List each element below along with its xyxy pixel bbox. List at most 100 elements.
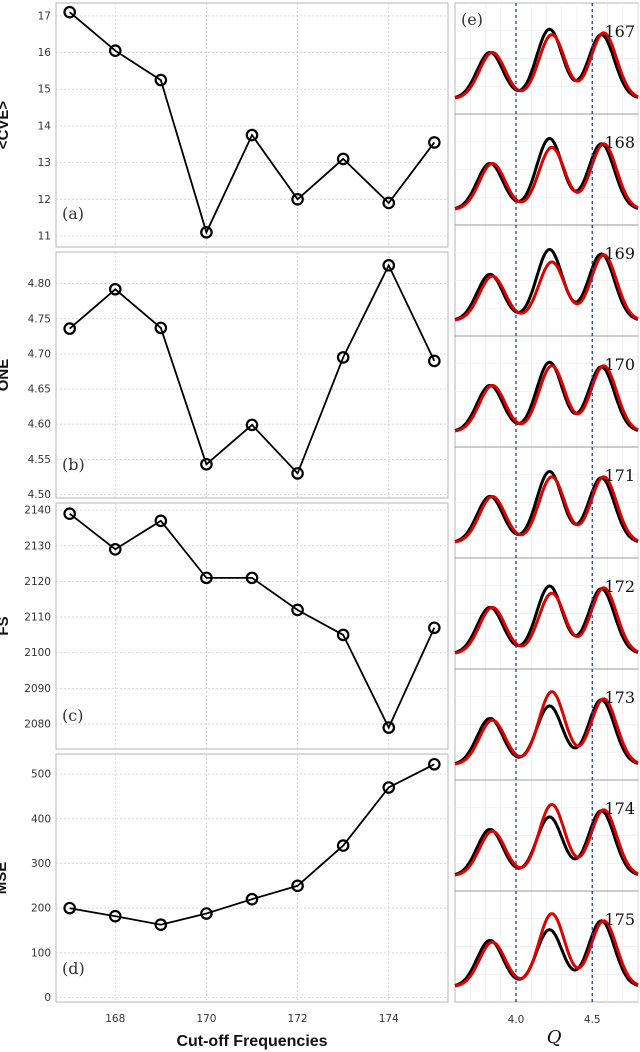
data-point <box>428 757 441 771</box>
y-tick-label: 2110 <box>24 612 51 624</box>
red-curve <box>454 142 639 211</box>
left-panels: 11121314151617<CVE>(a)4.504.554.604.654.… <box>0 2 449 1050</box>
data-point <box>200 907 213 920</box>
data-point <box>291 603 304 617</box>
data-point <box>108 909 122 923</box>
y-tick-label: 12 <box>38 194 51 206</box>
data-point <box>428 354 441 368</box>
black-curve <box>454 136 639 210</box>
y-tick-label: 2130 <box>24 540 51 552</box>
y-tick-label: 400 <box>31 813 51 825</box>
y-tick-label: 2090 <box>24 683 51 695</box>
y-axis-label: <CVE> <box>0 101 12 150</box>
black-curve <box>454 360 639 432</box>
data-point <box>63 322 76 335</box>
red-curve <box>454 803 639 877</box>
series-line <box>69 263 436 476</box>
panel-a: 11 12 13 14 15 16 17 <CVE> (a) <box>0 2 449 248</box>
row-169: 169 <box>454 224 639 322</box>
y-tick-label: 4.50 <box>28 489 51 501</box>
data-point <box>245 128 259 142</box>
y-tick-label: 2080 <box>24 719 51 731</box>
data-point <box>245 571 259 585</box>
y-tick-label: 4.55 <box>28 454 51 466</box>
data-point <box>200 571 213 585</box>
data-point <box>428 621 441 635</box>
data-point <box>200 457 213 471</box>
x-tick-label: 174 <box>379 1013 399 1025</box>
data-point <box>154 918 168 931</box>
data-point <box>336 628 350 642</box>
data-point <box>245 892 259 906</box>
y-tick-label: 2140 <box>24 505 51 517</box>
y-tick-label: 4.80 <box>28 278 51 290</box>
row-170: 170 <box>454 335 639 433</box>
y-tick-label: 500 <box>31 769 51 781</box>
x-tick-label: 172 <box>288 1013 308 1025</box>
row-167: 167 <box>454 22 639 100</box>
panel-frame <box>55 502 449 750</box>
black-curve <box>454 27 639 99</box>
x-tick-label: 170 <box>196 1013 216 1025</box>
data-point <box>154 514 168 528</box>
row-label: 171 <box>604 466 635 485</box>
row-175: 175 <box>454 890 639 988</box>
series-line <box>69 763 435 926</box>
panel-frame <box>55 753 449 1003</box>
y-tick-label: 4.60 <box>28 419 51 431</box>
series-line <box>69 512 436 730</box>
y-tick-label: 0 <box>44 992 51 1004</box>
panel-label: (b) <box>62 455 85 474</box>
y-tick-label: 4.70 <box>28 348 51 360</box>
data-point <box>291 467 304 480</box>
y-tick-label: 100 <box>31 947 51 959</box>
right-panel: 167 168 169 170 171 172 173 174 175 (e) 4.0 4.5 Q <box>454 2 639 1048</box>
x-axis-label: Q <box>547 1027 562 1048</box>
red-curve <box>454 364 639 433</box>
data-point <box>108 44 122 57</box>
data-point <box>154 73 168 87</box>
y-tick-label: 15 <box>38 84 51 96</box>
row-168: 168 <box>454 113 639 211</box>
panel-label: (d) <box>62 959 85 978</box>
black-curve <box>454 247 639 321</box>
row-label: 173 <box>604 688 635 707</box>
red-curve <box>454 690 639 766</box>
data-point <box>63 5 76 19</box>
row-171: 171 <box>454 446 639 544</box>
y-tick-label: 17 <box>38 10 51 22</box>
data-point <box>154 321 168 335</box>
red-curve <box>454 31 639 100</box>
x-tick-label: 4.0 <box>508 1014 525 1026</box>
x-tick-label: 168 <box>105 1013 125 1025</box>
red-curve <box>454 475 639 544</box>
row-label: 175 <box>604 910 635 929</box>
red-curve <box>454 253 639 322</box>
data-point <box>382 721 396 734</box>
data-point <box>336 839 350 852</box>
panel-b: 4.50 4.55 4.60 4.65 4.70 4.75 4.80 ONE (b) <box>0 251 449 501</box>
y-tick-label: 4.65 <box>28 384 51 396</box>
row-173: 173 <box>454 668 639 766</box>
panel-label: (c) <box>62 706 83 725</box>
black-curve <box>454 919 639 987</box>
data-point <box>245 418 259 432</box>
row-174: 174 <box>454 779 639 877</box>
data-point <box>291 879 304 893</box>
red-curve <box>454 586 639 655</box>
row-label: 169 <box>604 244 635 263</box>
row-172: 172 <box>454 557 639 655</box>
y-tick-label: 2100 <box>24 647 51 659</box>
panel-frame <box>55 2 449 248</box>
y-tick-label: 16 <box>38 47 52 59</box>
panel-frame <box>55 251 449 499</box>
y-axis-label: ONE <box>0 359 12 392</box>
panel-d: 0 100 200 300 400 500 MSE (d) 168 170 172 174 Cut-of… <box>0 753 449 1050</box>
row-label: 167 <box>604 22 635 41</box>
data-point <box>108 282 122 296</box>
black-curve <box>454 698 639 765</box>
x-axis-label: Cut-off Frequencies <box>176 1033 327 1050</box>
row-label: 168 <box>604 133 635 152</box>
red-curve <box>454 912 639 988</box>
